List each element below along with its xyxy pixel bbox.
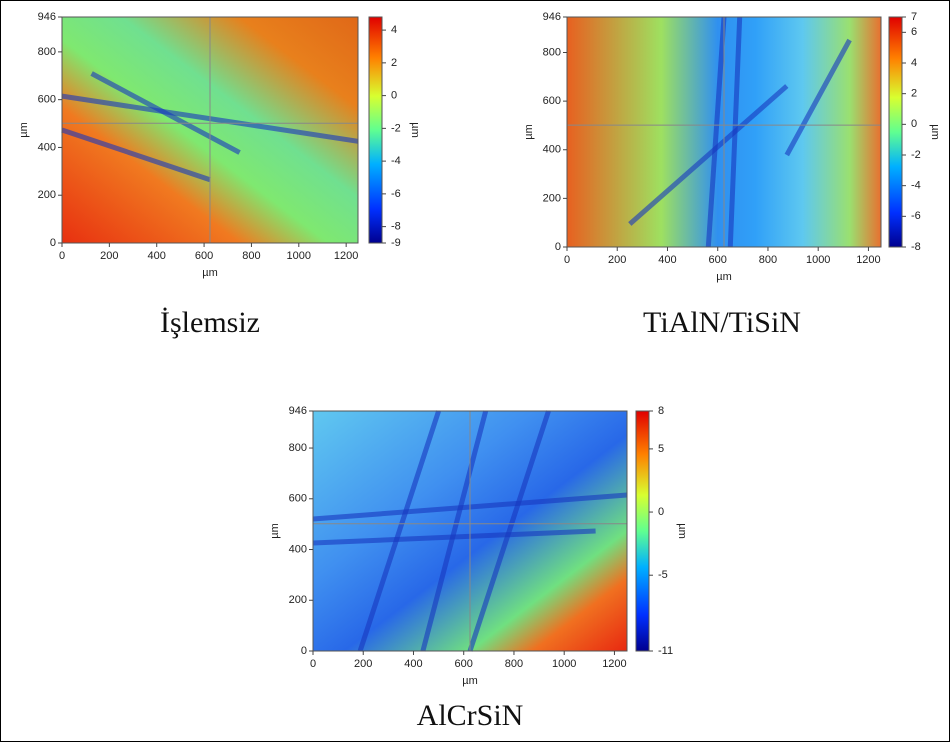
x-tick-label: 800 bbox=[759, 254, 777, 266]
x-tick-label: 1000 bbox=[287, 250, 311, 262]
y-tick-label: 400 bbox=[543, 144, 561, 156]
scratch bbox=[357, 410, 441, 652]
y-tick-label: 0 bbox=[50, 237, 56, 249]
y-tick-label: 946 bbox=[289, 405, 307, 417]
x-tick-label: 200 bbox=[608, 254, 626, 266]
caption: AlCrSiN bbox=[417, 699, 524, 732]
x-tick-label: 800 bbox=[505, 658, 523, 670]
scratch bbox=[61, 127, 211, 183]
y-tick-label: 800 bbox=[38, 46, 56, 58]
x-tick-label: 400 bbox=[658, 254, 676, 266]
colorbar bbox=[888, 16, 903, 248]
y-axis-label: µm bbox=[269, 523, 281, 539]
y-tick-label: 400 bbox=[38, 141, 56, 153]
x-tick-label: 1200 bbox=[856, 254, 880, 266]
y-tick-label: 200 bbox=[543, 192, 561, 204]
y-tick-label: 400 bbox=[289, 543, 307, 555]
x-axis-label: µm bbox=[462, 675, 478, 687]
colorbar-tick-label: -11 bbox=[658, 645, 673, 657]
caption: İşlemsiz bbox=[160, 306, 260, 339]
colorbar-tick-label: 0 bbox=[391, 90, 397, 102]
colorbar-tick-label: 2 bbox=[391, 57, 397, 69]
y-tick-label: 946 bbox=[38, 11, 56, 23]
x-tick-label: 1200 bbox=[334, 250, 358, 262]
y-tick-label: 0 bbox=[301, 645, 307, 657]
colorbar-tick-label: 7 bbox=[911, 11, 917, 23]
x-tick-label: 200 bbox=[354, 658, 372, 670]
scratch bbox=[90, 71, 241, 155]
colorbar-tick-label: -9 bbox=[391, 237, 401, 249]
y-tick-label: 800 bbox=[543, 46, 561, 58]
x-tick-label: 0 bbox=[564, 254, 570, 266]
caption: TiAlN/TiSiN bbox=[643, 306, 801, 339]
y-axis-label: µm bbox=[18, 122, 30, 138]
x-tick-label: 600 bbox=[195, 250, 213, 262]
plot-border bbox=[566, 16, 882, 248]
scratch bbox=[312, 528, 596, 546]
x-tick-label: 600 bbox=[455, 658, 473, 670]
scratch bbox=[628, 84, 789, 226]
plot-border bbox=[61, 16, 359, 244]
x-tick-label: 400 bbox=[404, 658, 422, 670]
colorbar-tick-label: -6 bbox=[911, 210, 921, 222]
scratch bbox=[784, 38, 852, 157]
colorbar-label: µm bbox=[929, 124, 941, 140]
x-tick-label: 0 bbox=[59, 250, 65, 262]
colorbar-tick-label: 4 bbox=[911, 57, 917, 69]
colorbar-tick-label: -4 bbox=[391, 155, 401, 167]
y-tick-label: 600 bbox=[289, 493, 307, 505]
colorbar-tick-label: -8 bbox=[911, 241, 921, 253]
colorbar-tick-label: 6 bbox=[911, 26, 917, 38]
y-tick-label: 0 bbox=[555, 241, 561, 253]
colorbar-label: µm bbox=[409, 122, 421, 138]
colorbar-tick-label: -4 bbox=[911, 180, 921, 192]
x-tick-label: 400 bbox=[148, 250, 166, 262]
colorbar bbox=[368, 16, 383, 244]
colorbar-label: µm bbox=[676, 523, 688, 539]
colorbar-tick-label: -8 bbox=[391, 221, 401, 233]
colorbar-tick-label: 5 bbox=[658, 443, 664, 455]
scratch bbox=[705, 16, 727, 248]
colorbar bbox=[635, 410, 650, 652]
y-axis-label: µm bbox=[523, 124, 535, 140]
colorbar-tick-label: -2 bbox=[911, 149, 921, 161]
y-tick-label: 600 bbox=[543, 95, 561, 107]
x-axis-label: µm bbox=[202, 267, 218, 279]
scratch bbox=[467, 410, 551, 652]
x-tick-label: 1200 bbox=[602, 658, 626, 670]
x-tick-label: 0 bbox=[310, 658, 316, 670]
y-tick-label: 600 bbox=[38, 94, 56, 106]
colorbar-tick-label: 2 bbox=[911, 88, 917, 100]
colorbar-tick-label: 4 bbox=[391, 24, 397, 36]
x-axis-label: µm bbox=[716, 271, 732, 283]
scratch bbox=[420, 410, 489, 652]
plot-border bbox=[312, 410, 628, 652]
colorbar-tick-label: -6 bbox=[391, 188, 401, 200]
x-tick-label: 600 bbox=[709, 254, 727, 266]
colorbar-tick-label: 0 bbox=[658, 506, 664, 518]
y-tick-label: 200 bbox=[38, 189, 56, 201]
y-tick-label: 946 bbox=[543, 11, 561, 23]
y-tick-label: 800 bbox=[289, 442, 307, 454]
x-tick-label: 1000 bbox=[552, 658, 576, 670]
y-tick-label: 200 bbox=[289, 594, 307, 606]
x-tick-label: 800 bbox=[242, 250, 260, 262]
x-tick-label: 1000 bbox=[806, 254, 830, 266]
x-tick-label: 200 bbox=[100, 250, 118, 262]
colorbar-tick-label: -5 bbox=[658, 569, 668, 581]
colorbar-tick-label: 8 bbox=[658, 405, 664, 417]
colorbar-tick-label: -2 bbox=[391, 122, 401, 134]
colorbar-tick-label: 0 bbox=[911, 118, 917, 130]
